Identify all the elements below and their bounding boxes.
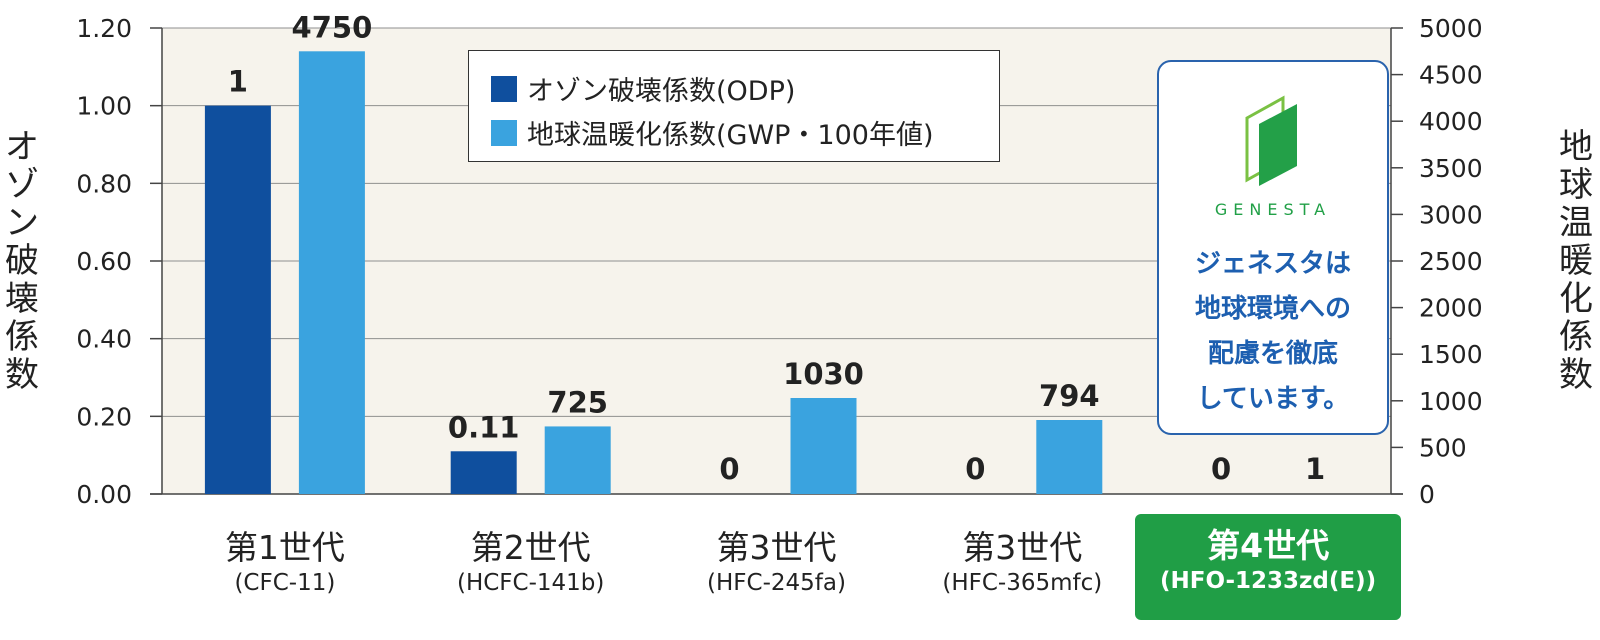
- data-label: 0.11: [448, 410, 520, 444]
- x-category-name: 第1世代: [224, 528, 345, 567]
- data-label: 4750: [292, 10, 373, 44]
- y-right-tick-label: 4000: [1419, 107, 1483, 136]
- y-right-tick-label: 4500: [1419, 61, 1483, 90]
- data-label: 0: [965, 452, 985, 486]
- genesta-message-line: しています。: [1196, 384, 1350, 414]
- legend-label-odp: オゾン破壊係数(ODP): [527, 76, 796, 107]
- genesta-message-line: 地球環境への: [1194, 294, 1351, 324]
- x-category-label: 第1世代 (CFC-11): [175, 528, 395, 598]
- genesta-message-line: ジェネスタは: [1194, 249, 1351, 279]
- data-label: 1: [1305, 452, 1325, 486]
- data-label: 0: [719, 452, 739, 486]
- x-category-sub: (HCFC-141b): [456, 570, 605, 596]
- x-category-sub: (CFC-11): [234, 570, 336, 596]
- y-right-tick-label: 0: [1419, 480, 1435, 509]
- x-category-sub: (HFC-365mfc): [942, 570, 1103, 596]
- data-label: 1: [228, 65, 248, 99]
- bar-gwp: [1036, 419, 1103, 494]
- x-category-label: 第3世代 (HFC-365mfc): [912, 528, 1132, 598]
- genesta-brand: GENESTA: [1214, 200, 1332, 219]
- y-right-tick-label: 3500: [1419, 154, 1483, 183]
- genesta-message-line: 配慮を徹底: [1207, 339, 1338, 369]
- x-category-name: 第3世代: [962, 528, 1083, 567]
- x-category-name: 第4世代: [1207, 526, 1330, 565]
- y-axis-left-label: オゾン破壊係数: [5, 127, 39, 395]
- y-axis-right-label: 地球温暖化係数: [1559, 127, 1593, 395]
- y-left-tick-label: 1.20: [76, 14, 132, 43]
- bar-odp: [450, 451, 517, 494]
- y-left-tick-label: 0.60: [76, 247, 132, 276]
- y-left-tick-label: 0.40: [76, 325, 132, 354]
- y-right-tick-label: 1500: [1419, 340, 1483, 369]
- y-right-tick-label: 3000: [1419, 200, 1483, 229]
- legend-swatch-odp: [491, 75, 517, 102]
- x-category-sub: (HFO-1233zd(E)): [1160, 568, 1377, 594]
- genesta-badge: GENESTA ジェネスタは 地球環境への 配慮を徹底 しています。: [1157, 60, 1389, 435]
- genesta-message: ジェネスタは 地球環境への 配慮を徹底 しています。: [1159, 242, 1387, 422]
- legend-item-gwp: 地球温暖化係数(GWP・100年値): [491, 113, 934, 152]
- legend-swatch-gwp: [491, 119, 517, 146]
- x-category-name: 第2世代: [470, 528, 591, 567]
- y-left-tick-label: 0.20: [76, 402, 132, 431]
- y-right-tick-label: 1000: [1419, 387, 1483, 416]
- data-label: 1030: [783, 357, 864, 391]
- genesta-logo-icon: [1245, 95, 1297, 186]
- y-right-tick-label: 2500: [1419, 247, 1483, 276]
- y-left-tick-label: 1.00: [76, 92, 132, 121]
- y-right-tick-label: 2000: [1419, 294, 1483, 323]
- data-label: 794: [1039, 379, 1100, 413]
- data-label: 725: [547, 385, 608, 419]
- x-category-label: 第2世代 (HCFC-141b): [421, 528, 641, 598]
- legend-item-odp: オゾン破壊係数(ODP): [491, 69, 795, 108]
- bar-odp: [204, 105, 271, 495]
- bar-gwp: [790, 398, 857, 494]
- x-category-sub: (HFC-245fa): [707, 570, 846, 596]
- legend-label-gwp: 地球温暖化係数(GWP・100年値): [527, 120, 934, 151]
- y-right-tick-label: 5000: [1419, 14, 1483, 43]
- x-category-label: 第4世代 (HFO-1233zd(E)): [1135, 514, 1402, 620]
- y-left-tick-label: 0.80: [76, 169, 132, 198]
- y-right-tick-label: 500: [1419, 433, 1467, 462]
- y-left-tick-label: 0.00: [76, 480, 132, 509]
- bar-gwp: [544, 426, 611, 494]
- bar-gwp: [298, 51, 365, 495]
- legend: オゾン破壊係数(ODP) 地球温暖化係数(GWP・100年値): [468, 50, 1000, 162]
- x-category-label: 第3世代 (HFC-245fa): [667, 528, 887, 598]
- x-category-name: 第3世代: [716, 528, 837, 567]
- data-label: 0: [1211, 452, 1231, 486]
